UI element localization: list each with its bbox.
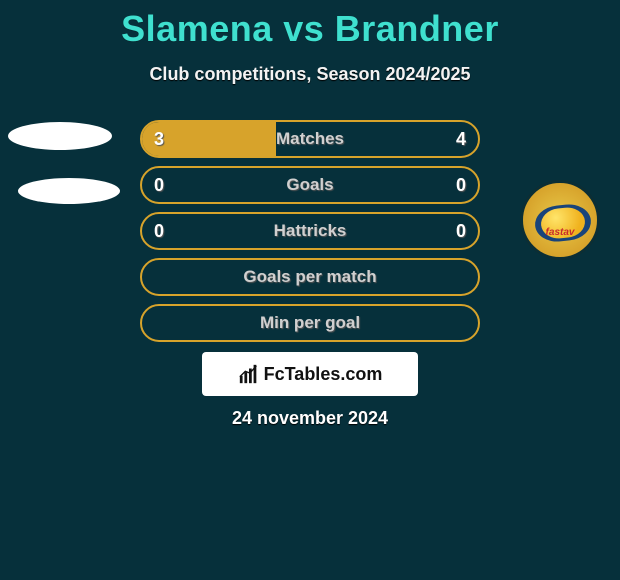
left-placeholder [8,122,112,150]
club-badge: fastav [520,180,600,260]
stat-row: Goals per match [140,258,480,296]
stat-row: 34Matches [140,120,480,158]
stat-label: Matches [142,129,478,149]
page-title: Slamena vs Brandner [0,0,620,50]
stats-container: 34Matches 00Goals 00Hattricks Goals per mat… [140,120,480,350]
stat-label: Min per goal [142,313,478,333]
club-badge-outer: fastav [520,180,600,260]
stat-row: Min per goal [140,304,480,342]
stat-row: 00Goals [140,166,480,204]
stat-row: 00Hattricks [140,212,480,250]
left-placeholder [18,178,120,204]
brand-label: FcTables.com [264,364,383,385]
subtitle: Club competitions, Season 2024/2025 [0,64,620,85]
chart-icon [238,363,260,385]
stat-label: Hattricks [142,221,478,241]
stat-label: Goals [142,175,478,195]
date-text: 24 november 2024 [0,408,620,429]
brand-banner[interactable]: FcTables.com [202,352,418,396]
club-badge-label: fastav [523,227,597,238]
stat-label: Goals per match [142,267,478,287]
